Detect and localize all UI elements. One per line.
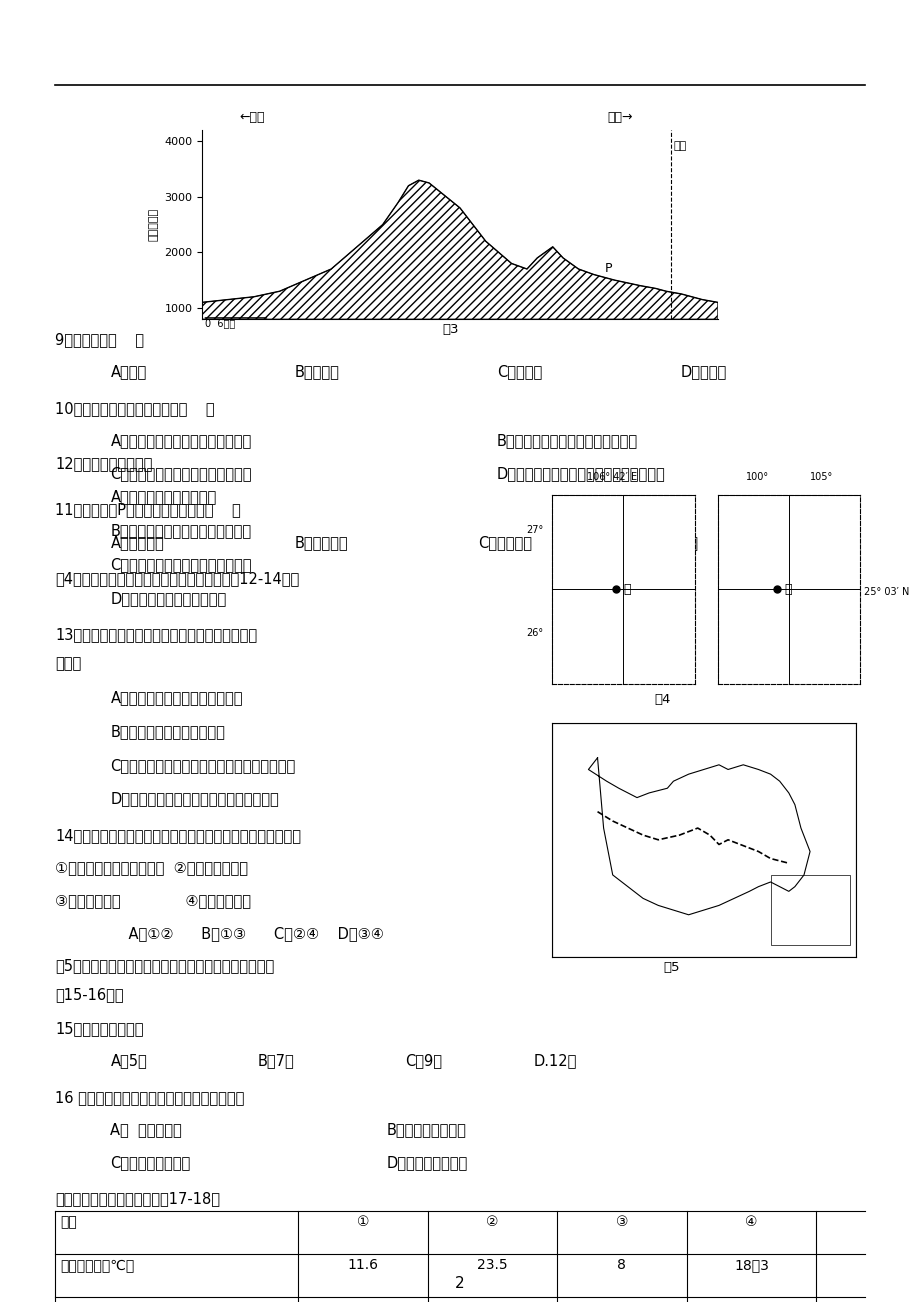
Text: A．阴山: A．阴山 — [110, 365, 146, 380]
Text: C．风力侵蚀: C．风力侵蚀 — [478, 535, 532, 551]
Text: 27°: 27° — [526, 525, 543, 535]
Text: D.12月: D.12月 — [533, 1053, 576, 1069]
Text: B．该山是暖温带和中温带的分界线: B．该山是暖温带和中温带的分界线 — [496, 434, 637, 449]
Text: A．流水侵蚀: A．流水侵蚀 — [110, 535, 164, 551]
Text: 23.5: 23.5 — [477, 1258, 507, 1272]
Text: 甲: 甲 — [623, 583, 630, 595]
Text: ①风化和风力侵蚀作用加强  ②流水侵蚀作用强: ①风化和风力侵蚀作用加强 ②流水侵蚀作用强 — [55, 861, 248, 876]
Text: 14．甲地所在省区局部地区出现岩石大面积裸露，主要原因是: 14．甲地所在省区局部地区出现岩石大面积裸露，主要原因是 — [55, 828, 301, 844]
Text: 图5: 图5 — [663, 961, 679, 974]
Text: C．甲地的河流初春有凌汛现象出现: C．甲地的河流初春有凌汛现象出现 — [110, 557, 252, 573]
Bar — [770, 875, 848, 945]
Text: D．该山是内蒙古高原和黄土高原的分界线: D．该山是内蒙古高原和黄土高原的分界线 — [496, 466, 664, 482]
Text: 15．该日最可能处于: 15．该日最可能处于 — [55, 1021, 143, 1036]
Text: 18．3: 18．3 — [733, 1258, 768, 1272]
Text: P: P — [604, 262, 611, 275]
Text: ①: ① — [357, 1215, 369, 1229]
Text: 11．塑造平原P的主要外营力作用是（    ）: 11．塑造平原P的主要外营力作用是（ ） — [55, 503, 241, 518]
Text: 图4甲、乙为我国两个省级行政中心，据此回答12-14题。: 图4甲、乙为我国两个省级行政中心，据此回答12-14题。 — [55, 572, 299, 587]
Text: A．该山为干旱区与半干旱区分界线: A．该山为干旱区与半干旱区分界线 — [110, 434, 252, 449]
Text: C．甲地所在省区年太阳辐射强，风能资源丰富: C．甲地所在省区年太阳辐射强，风能资源丰富 — [110, 758, 295, 773]
Text: 11.6: 11.6 — [347, 1258, 378, 1272]
Text: B．甲乙两地都位于我国的第二阶梯: B．甲乙两地都位于我国的第二阶梯 — [110, 523, 251, 539]
Text: B．7月: B．7月 — [257, 1053, 294, 1069]
Text: C．大气环流、纬度: C．大气环流、纬度 — [110, 1155, 190, 1170]
Text: 12．下列说法正确的是: 12．下列说法正确的是 — [55, 456, 153, 471]
Text: 图4: 图4 — [653, 693, 670, 706]
Text: ④: ④ — [744, 1215, 757, 1229]
Text: ←西北: ←西北 — [239, 111, 265, 124]
Text: ②: ② — [485, 1215, 498, 1229]
Text: 2: 2 — [455, 1276, 464, 1292]
Text: 0  6千米: 0 6千米 — [205, 319, 235, 328]
Text: B．六盘山: B．六盘山 — [294, 365, 339, 380]
Text: D．冰川侵蚀: D．冰川侵蚀 — [643, 535, 698, 551]
Text: B．流水沉积: B．流水沉积 — [294, 535, 347, 551]
Text: D．甲地的自转线速度较乙大: D．甲地的自转线速度较乙大 — [110, 591, 226, 607]
Text: B．海陆位置、地形: B．海陆位置、地形 — [386, 1122, 466, 1138]
Text: 26°: 26° — [526, 629, 543, 638]
Y-axis label: 海拔（米）: 海拔（米） — [149, 208, 159, 241]
Text: 100°: 100° — [745, 471, 768, 482]
Text: 年平均气温（℃）: 年平均气温（℃） — [60, 1258, 134, 1272]
Text: 图5为某日中央气象台发布的霜冻线（虚线）分布图，回: 图5为某日中央气象台发布的霜冻线（虚线）分布图，回 — [55, 958, 274, 974]
Text: D．乙地所在省区地表崎岖，水能资源丰富: D．乙地所在省区地表崎岖，水能资源丰富 — [110, 792, 278, 807]
Text: A．5月: A．5月 — [110, 1053, 147, 1069]
Text: 16 影响霜冻线东、西侧走向不同的主要因素是: 16 影响霜冻线东、西侧走向不同的主要因素是 — [55, 1090, 244, 1105]
Text: 25° 03′ N: 25° 03′ N — [864, 587, 909, 596]
Text: C．祁连山: C．祁连山 — [496, 365, 541, 380]
Text: 东南→: 东南→ — [607, 111, 632, 124]
Text: C．9月: C．9月 — [404, 1053, 441, 1069]
Text: ③: ③ — [615, 1215, 628, 1229]
Text: 确的是: 确的是 — [55, 656, 82, 672]
Text: ③气候干旱少雨              ④植被破坏严重: ③气候干旱少雨 ④植被破坏严重 — [55, 893, 251, 909]
Text: 银川: 银川 — [673, 142, 686, 151]
Text: 地区: 地区 — [60, 1215, 76, 1229]
Text: 读我国四地的气候资料，回答17-18题: 读我国四地的气候资料，回答17-18题 — [55, 1191, 220, 1207]
Text: B．甲地海拔高，乙地海拔低: B．甲地海拔高，乙地海拔低 — [110, 724, 225, 740]
Text: 13．有关甲、乙两地所在区域地理特征的叙述，正: 13．有关甲、乙两地所在区域地理特征的叙述，正 — [55, 628, 257, 643]
Text: 乙: 乙 — [784, 583, 791, 595]
Text: A．  纬度、地形: A． 纬度、地形 — [110, 1122, 182, 1138]
Text: 10．据图，下列判断正确的是（    ）: 10．据图，下列判断正确的是（ ） — [55, 401, 215, 417]
Text: D．贺兰山: D．贺兰山 — [680, 365, 726, 380]
Text: 图3: 图3 — [442, 323, 459, 336]
Text: 9．该山脉是（    ）: 9．该山脉是（ ） — [55, 332, 144, 348]
Text: D．纬度、海陆位置: D．纬度、海陆位置 — [386, 1155, 467, 1170]
Text: A．甲地冬半年年降水量比乙地少: A．甲地冬半年年降水量比乙地少 — [110, 690, 243, 706]
Text: 106° 42′ E: 106° 42′ E — [586, 471, 636, 482]
Text: A．甲地位于乙地的西北方: A．甲地位于乙地的西北方 — [110, 490, 216, 505]
Text: A．①②      B．①③      C．②④    D．③④: A．①② B．①③ C．②④ D．③④ — [110, 926, 384, 941]
Text: C．该山为种植业与畜牧业的分界线: C．该山为种植业与畜牧业的分界线 — [110, 466, 252, 482]
Text: 8: 8 — [617, 1258, 626, 1272]
Text: 答15-16题。: 答15-16题。 — [55, 987, 124, 1003]
Text: 105°: 105° — [810, 471, 833, 482]
